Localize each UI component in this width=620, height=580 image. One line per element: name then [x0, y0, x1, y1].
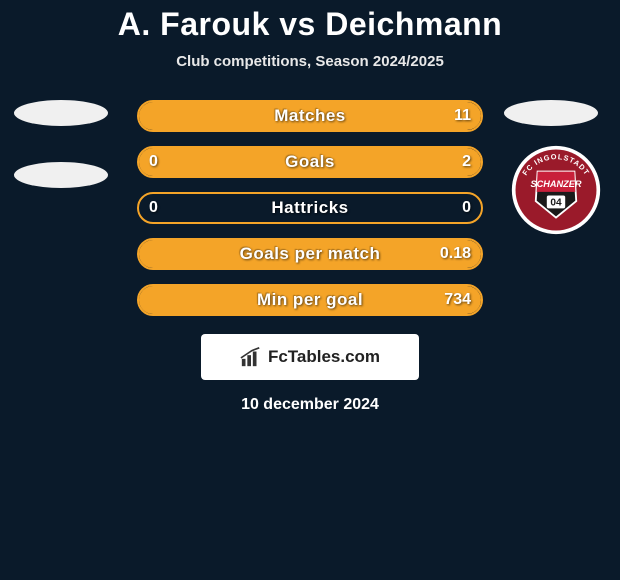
stat-right-value: 11 [454, 107, 471, 125]
stat-right-value: 0 [462, 199, 471, 217]
generation-date: 10 december 2024 [0, 396, 620, 414]
stat-label: Hattricks [271, 198, 348, 218]
right-club-badges: FC INGOLSTADT SCHANZER 04 [504, 100, 606, 236]
left-club-badges [14, 100, 108, 188]
title-left-player: A. Farouk [118, 6, 270, 42]
page-title: A. Farouk vs Deichmann [0, 6, 620, 43]
stat-label: Goals per match [240, 244, 381, 264]
subtitle: Club competitions, Season 2024/2025 [0, 53, 620, 70]
stat-row: Matches 11 [137, 100, 483, 132]
ingolstadt-badge-icon: FC INGOLSTADT SCHANZER 04 [510, 144, 602, 236]
brand-watermark: FcTables.com [201, 334, 419, 380]
brand-text: FcTables.com [268, 347, 380, 367]
title-vs: vs [279, 6, 316, 42]
stat-row: 0 Hattricks 0 [137, 192, 483, 224]
stat-left-value: 0 [149, 153, 158, 171]
stat-row: Min per goal 734 [137, 284, 483, 316]
left-badge-placeholder-1 [14, 100, 108, 126]
title-right-player: Deichmann [325, 6, 502, 42]
stat-label: Min per goal [257, 290, 363, 310]
bar-chart-icon [240, 346, 262, 368]
stat-left-value: 0 [149, 199, 158, 217]
svg-text:04: 04 [550, 198, 562, 209]
stat-label: Matches [274, 106, 346, 126]
stat-row: Goals per match 0.18 [137, 238, 483, 270]
stat-right-value: 2 [462, 153, 471, 171]
stat-right-value: 0.18 [440, 245, 471, 263]
stat-label: Goals [285, 152, 335, 172]
comparison-content: FC INGOLSTADT SCHANZER 04 Matches 11 0 Goal… [0, 100, 620, 414]
right-badge-placeholder [504, 100, 598, 126]
stat-row: 0 Goals 2 [137, 146, 483, 178]
stat-right-value: 734 [444, 291, 471, 309]
left-badge-placeholder-2 [14, 162, 108, 188]
svg-text:SCHANZER: SCHANZER [530, 179, 581, 189]
comparison-rows: Matches 11 0 Goals 2 0 Hattricks 0 Goals per mat… [137, 100, 483, 316]
